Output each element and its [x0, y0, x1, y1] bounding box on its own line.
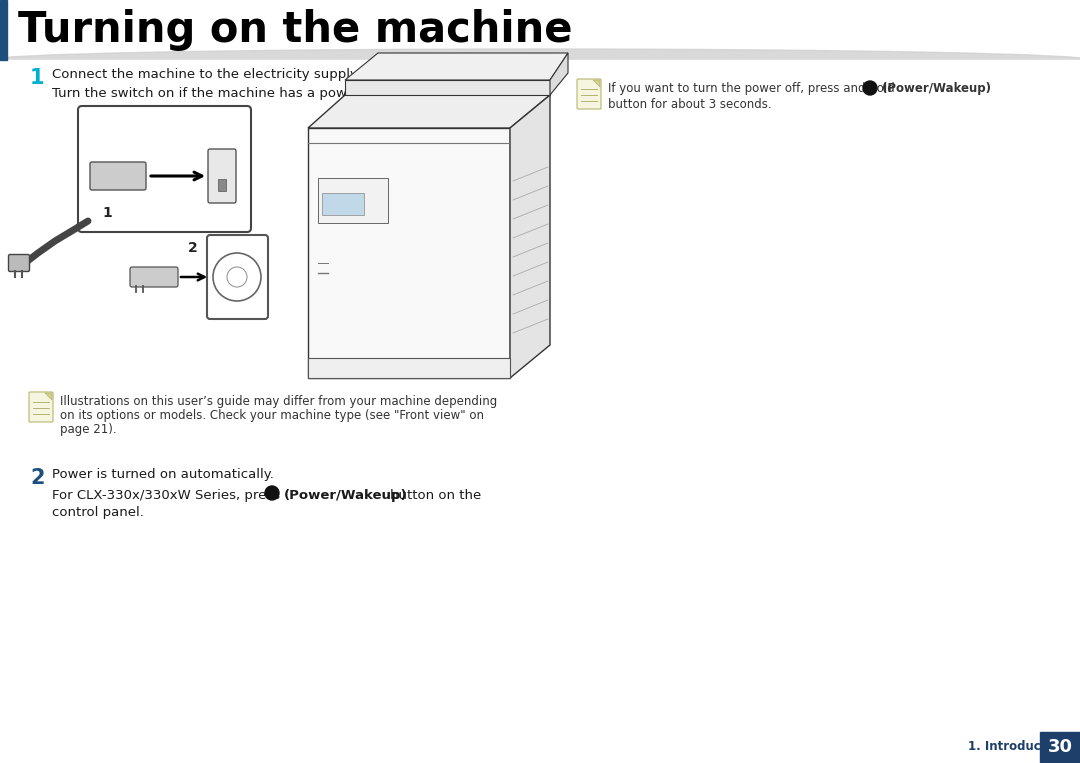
Text: 1: 1: [30, 68, 44, 88]
Text: 2: 2: [30, 468, 44, 488]
Polygon shape: [308, 95, 550, 128]
Polygon shape: [308, 358, 510, 378]
Polygon shape: [345, 53, 568, 80]
Text: button for about 3 seconds.: button for about 3 seconds.: [608, 98, 771, 111]
Polygon shape: [550, 53, 568, 95]
Text: Illustrations on this user’s guide may differ from your machine depending: Illustrations on this user’s guide may d…: [60, 395, 497, 408]
Text: (Power/Wakeup): (Power/Wakeup): [882, 82, 991, 95]
Text: 1: 1: [102, 206, 111, 220]
Text: 1. Introduction: 1. Introduction: [968, 739, 1067, 752]
Circle shape: [863, 81, 877, 95]
Text: on its options or models. Check your machine type (see "Front view" on: on its options or models. Check your mac…: [60, 409, 484, 422]
Text: Turning on the machine: Turning on the machine: [18, 9, 572, 51]
Text: For CLX-330x/330xW Series, press: For CLX-330x/330xW Series, press: [52, 489, 280, 502]
FancyBboxPatch shape: [577, 79, 600, 109]
FancyBboxPatch shape: [29, 392, 53, 422]
Text: page 21).: page 21).: [60, 423, 117, 436]
FancyBboxPatch shape: [207, 235, 268, 319]
Bar: [0, 0, 6, 60]
Bar: [218, 179, 226, 191]
Polygon shape: [308, 128, 510, 378]
FancyBboxPatch shape: [208, 149, 237, 203]
Text: control panel.: control panel.: [52, 506, 144, 519]
Text: If you want to turn the power off, press and hold: If you want to turn the power off, press…: [608, 82, 894, 95]
Polygon shape: [510, 95, 550, 378]
Ellipse shape: [0, 49, 1080, 71]
Text: Power is turned on automatically.: Power is turned on automatically.: [52, 468, 274, 481]
Bar: [1040, 732, 1080, 762]
FancyBboxPatch shape: [90, 162, 146, 190]
Polygon shape: [593, 80, 600, 87]
Bar: [318, 178, 388, 223]
Text: 2: 2: [188, 241, 198, 255]
Text: button on the: button on the: [390, 489, 482, 502]
FancyBboxPatch shape: [9, 255, 29, 272]
Text: Connect the machine to the electricity supply first.: Connect the machine to the electricity s…: [52, 68, 392, 81]
Text: 30: 30: [1048, 738, 1072, 756]
FancyBboxPatch shape: [130, 267, 178, 287]
FancyBboxPatch shape: [78, 106, 251, 232]
Circle shape: [265, 486, 279, 500]
Polygon shape: [345, 80, 550, 95]
Text: (Power/Wakeup): (Power/Wakeup): [284, 489, 407, 502]
Bar: [322, 193, 364, 215]
Polygon shape: [45, 393, 52, 400]
Text: Turn the switch on if the machine has a power switch.: Turn the switch on if the machine has a …: [52, 87, 411, 100]
